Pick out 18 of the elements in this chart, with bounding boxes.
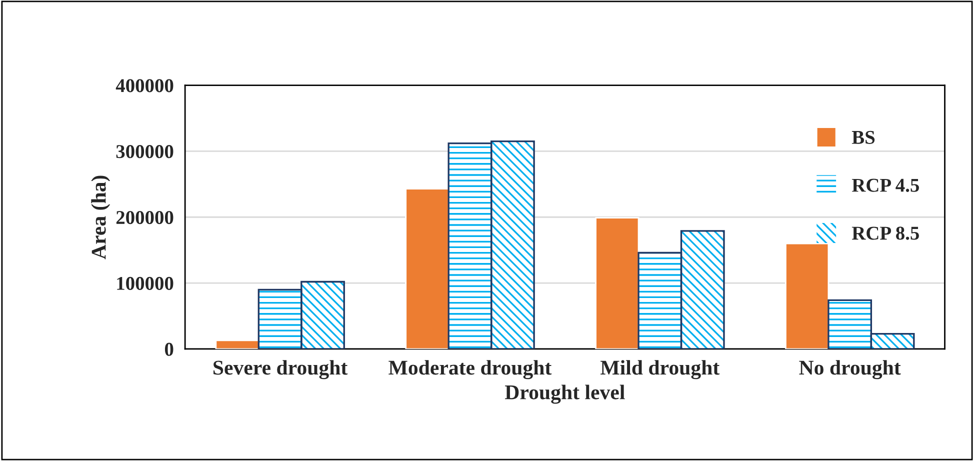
bar bbox=[405, 188, 450, 349]
x-tick-label: Moderate drought bbox=[388, 360, 552, 380]
legend-label: RCP 8.5 bbox=[852, 226, 919, 240]
x-axis-title: Drought level bbox=[505, 384, 625, 404]
bar bbox=[215, 340, 260, 349]
y-axis-title: Area (ha) bbox=[91, 176, 110, 260]
x-tick-label: No drought bbox=[799, 360, 901, 380]
y-tick-label: 200000 bbox=[116, 210, 174, 224]
legend-label: BS bbox=[852, 130, 875, 144]
x-tick-label: Severe drought bbox=[214, 360, 348, 380]
x-tick-label: Mild drought bbox=[600, 360, 720, 380]
y-tick-label: 100000 bbox=[117, 276, 174, 290]
y-tick-label: 0 bbox=[164, 342, 174, 356]
y-tick-label: 300000 bbox=[116, 145, 174, 158]
bar bbox=[595, 217, 640, 349]
bar bbox=[785, 242, 830, 349]
y-tick-label: 400000 bbox=[116, 79, 174, 92]
legend-label: RCP 4.5 bbox=[852, 178, 919, 192]
